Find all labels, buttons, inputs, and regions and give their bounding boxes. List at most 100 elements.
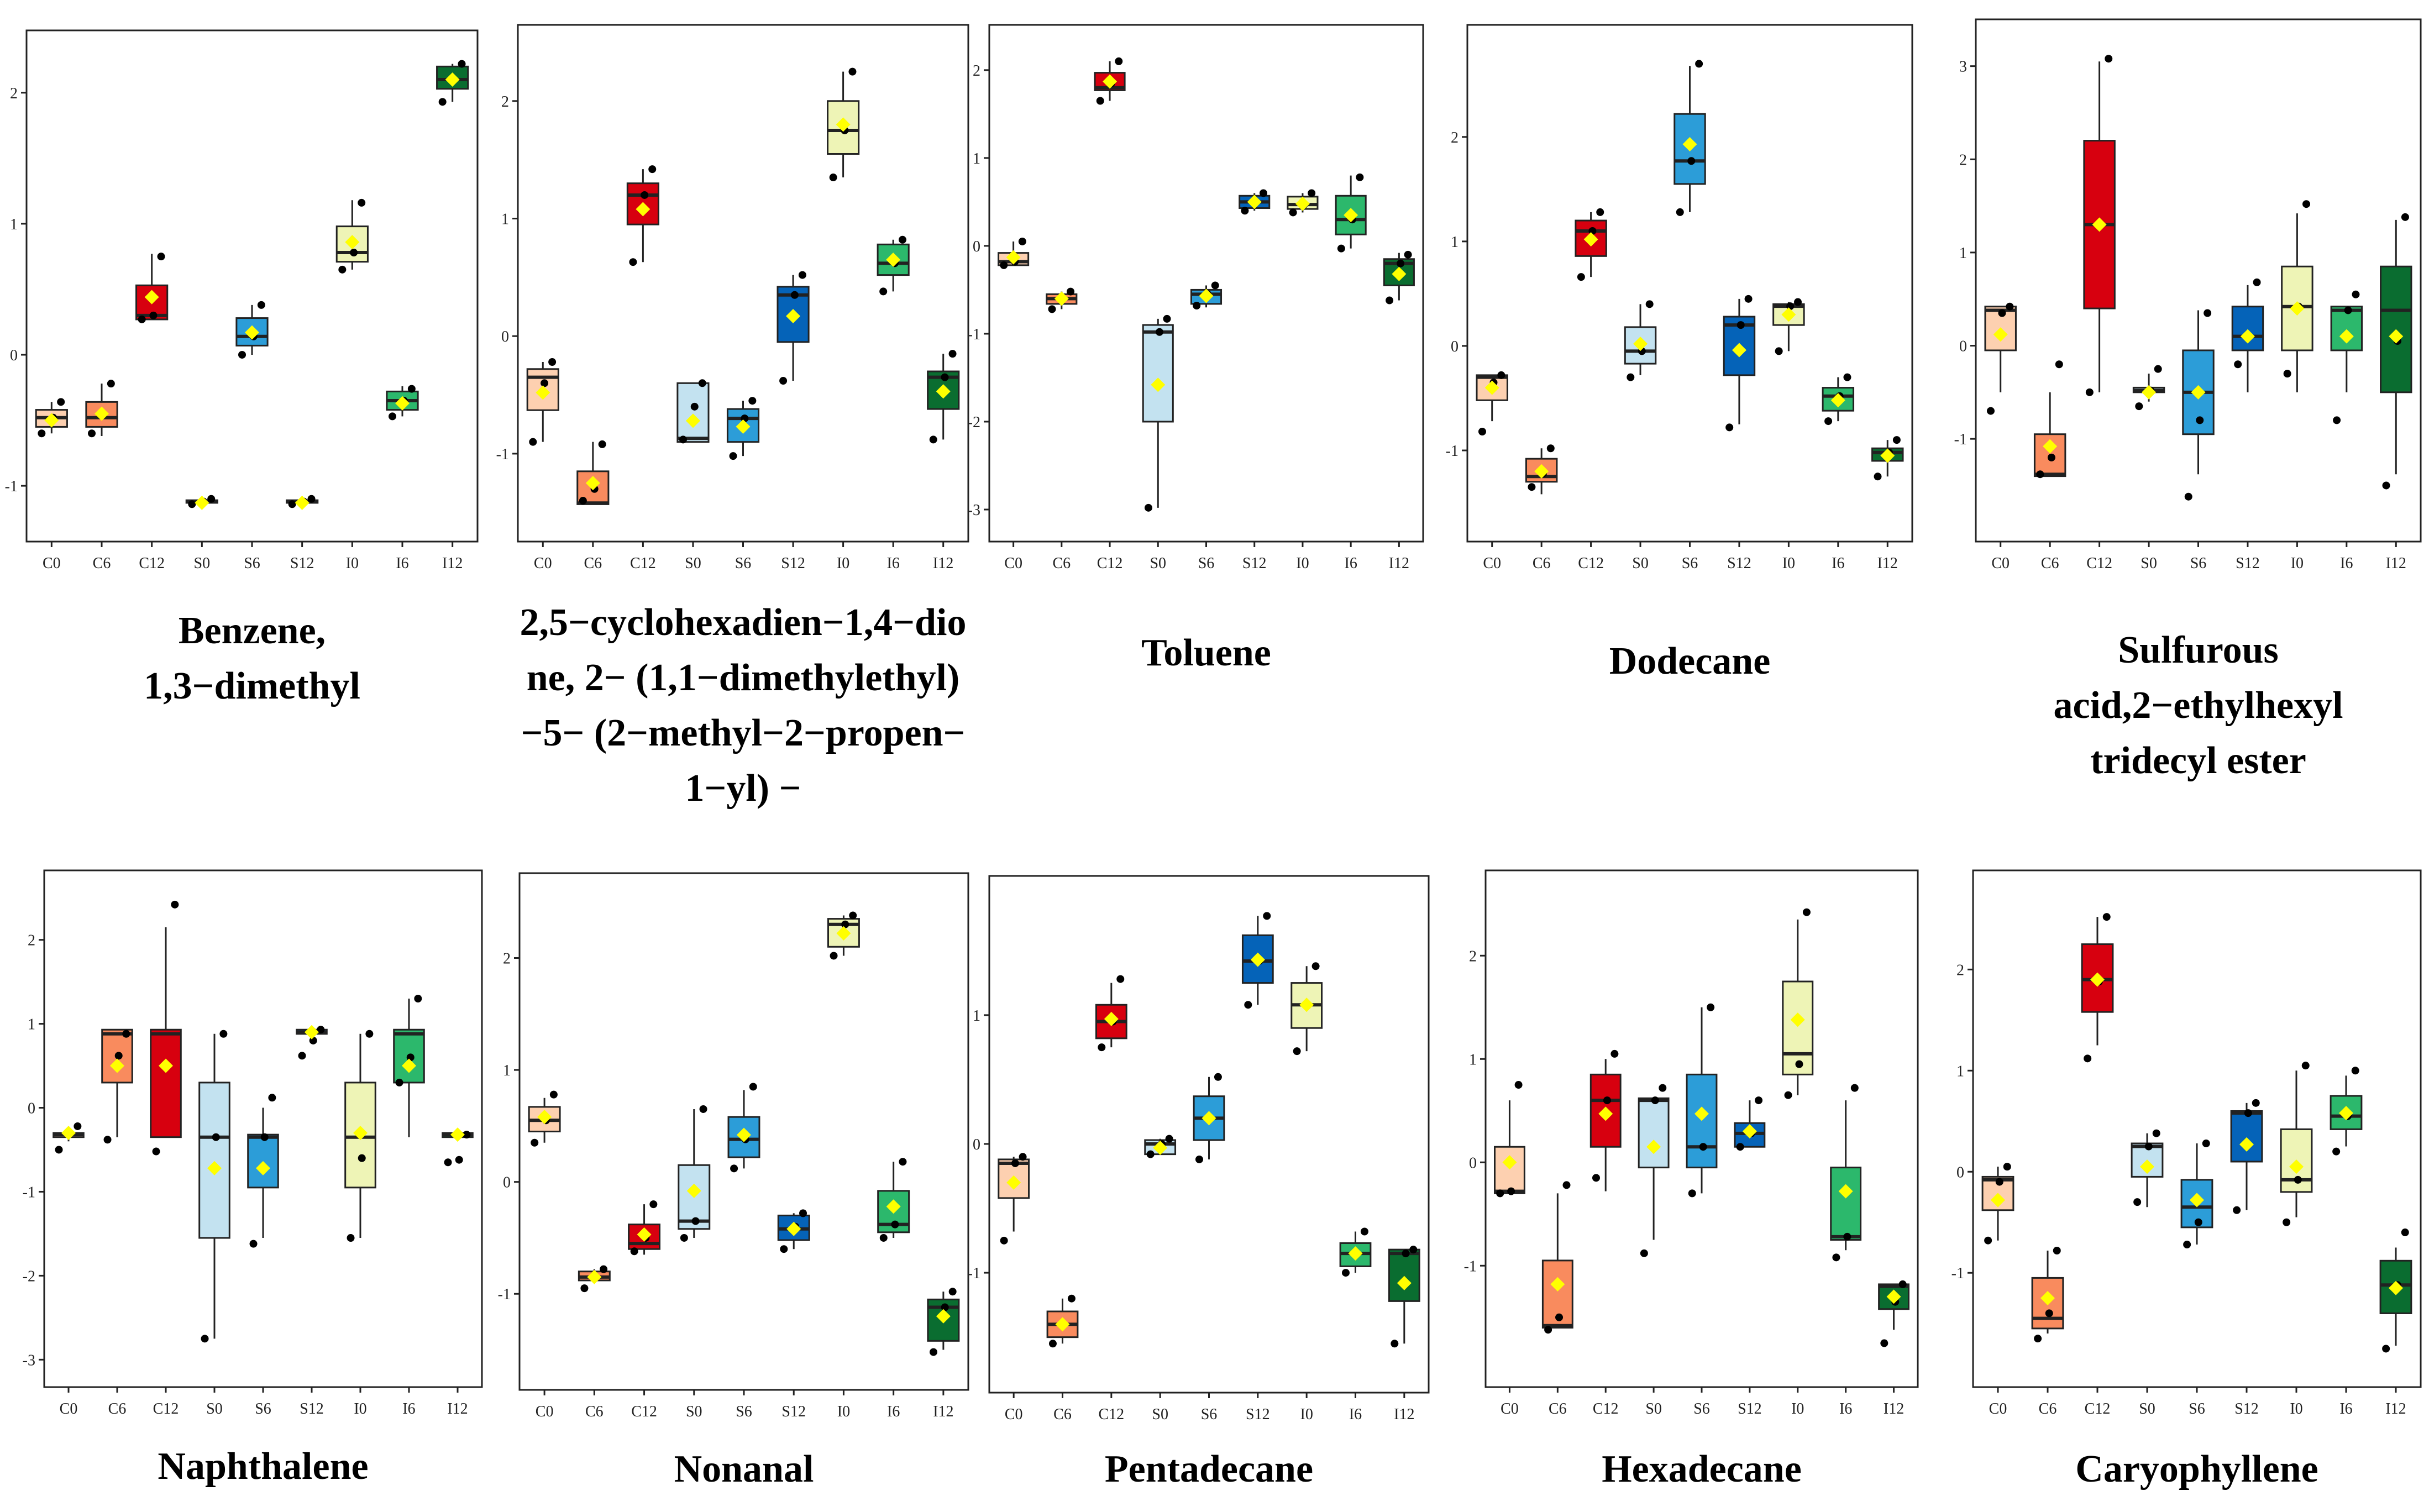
x-tick-label: S0 <box>686 1403 702 1420</box>
x-tick-label: C12 <box>153 1400 179 1418</box>
mean-marker <box>395 396 410 411</box>
data-point <box>2401 1229 2409 1237</box>
box-S6 <box>235 301 269 359</box>
data-point <box>2234 360 2242 369</box>
data-point <box>1737 321 1745 329</box>
mean-marker <box>737 1127 751 1142</box>
mean-marker <box>537 1110 552 1125</box>
box-body <box>1782 980 1814 1075</box>
data-point <box>1699 1143 1707 1151</box>
data-point <box>1404 250 1412 259</box>
data-point <box>2036 470 2044 479</box>
data-point <box>2202 1140 2210 1148</box>
box-C6 <box>578 1265 611 1293</box>
mean-marker <box>886 252 901 267</box>
mean-marker <box>736 419 751 434</box>
mean-marker <box>1993 327 2008 342</box>
data-point <box>691 1217 700 1225</box>
data-point <box>2183 1241 2191 1249</box>
mean-marker <box>585 476 600 491</box>
x-tick-label: S6 <box>736 1403 752 1420</box>
mean-marker <box>2090 972 2105 987</box>
mean-marker <box>2142 385 2157 400</box>
data-point <box>1640 1249 1648 1257</box>
box-C0 <box>998 237 1030 269</box>
data-point <box>1850 1084 1859 1092</box>
data-point <box>1116 975 1125 983</box>
mean-marker <box>1830 393 1845 408</box>
box-S0 <box>676 379 710 444</box>
mean-marker <box>1838 1184 1853 1199</box>
box-S0 <box>1142 314 1174 512</box>
box-body <box>1388 1248 1420 1302</box>
y-tick-label: 0 <box>1469 1154 1477 1172</box>
mean-marker <box>1392 266 1407 281</box>
mean-marker <box>1054 291 1069 306</box>
data-point <box>1478 427 1486 435</box>
chart-panel: -3 -2 -1 0 1 2 C0 C6 C12 S0 S6 S12 I0 I6 I12 Toluene <box>968 24 1424 674</box>
mean-marker <box>2290 301 2305 316</box>
data-point <box>1744 295 1753 303</box>
y-tick-label: 0 <box>501 328 509 345</box>
data-point <box>1603 1096 1611 1105</box>
y-tick-label: 2 <box>973 62 980 80</box>
box-I6 <box>2330 1067 2363 1156</box>
mean-marker <box>245 325 259 340</box>
box-C0 <box>1494 1081 1525 1198</box>
box-C0 <box>53 1122 85 1154</box>
data-point <box>458 60 466 68</box>
box-C6 <box>1525 444 1558 495</box>
panel-title-line: tridecyl ester <box>2090 739 2306 782</box>
box-C6 <box>85 380 118 438</box>
mean-marker <box>1344 208 1358 223</box>
x-tick-label: S0 <box>206 1400 223 1418</box>
box-C6 <box>1046 287 1078 313</box>
box-C0 <box>526 358 559 446</box>
box-S6 <box>2182 309 2215 501</box>
data-point <box>1098 1043 1106 1052</box>
x-tick-label: S12 <box>300 1400 324 1418</box>
y-tick-label: 2 <box>501 93 509 111</box>
data-point <box>358 198 366 207</box>
x-tick-label: I6 <box>2340 555 2353 572</box>
mean-marker <box>1742 1124 1757 1139</box>
y-tick-label: -1 <box>1954 431 1967 448</box>
mean-marker <box>1694 1106 1709 1121</box>
data-point <box>848 67 857 76</box>
box-S12 <box>777 271 810 385</box>
y-tick-label: -3 <box>23 1352 35 1369</box>
mean-marker <box>1534 464 1549 479</box>
panel-title-line: Caryophyllene <box>2075 1448 2318 1490</box>
data-point <box>891 1220 899 1229</box>
x-tick-label: S6 <box>2190 555 2207 572</box>
data-point <box>219 1030 228 1038</box>
x-tick-label: C12 <box>630 555 656 572</box>
mean-marker <box>295 495 309 510</box>
box-I6 <box>1335 173 1367 253</box>
data-point <box>748 397 757 405</box>
data-point <box>1263 912 1271 920</box>
panel-title-line: Dodecane <box>1609 640 1771 683</box>
box-body <box>1142 324 1174 423</box>
chart-panel: -1 0 1 2 C0 C6 C12 S0 S6 S12 I0 I6 I12 Caryophyllene <box>1951 869 2422 1490</box>
data-point <box>2252 1099 2260 1107</box>
mean-marker <box>207 1161 222 1175</box>
x-tick-label: I0 <box>2291 555 2304 572</box>
box-S0 <box>2131 1129 2164 1208</box>
mean-marker <box>1250 952 1265 967</box>
box-S6 <box>247 1094 279 1248</box>
mean-marker <box>305 1025 319 1040</box>
data-point <box>1984 1236 1992 1245</box>
mean-marker <box>159 1058 173 1073</box>
chart-panel: -1 0 1 2 C0 C6 C12 S0 S6 S12 I0 I6 I12 2,5−cyclohexad… <box>496 24 969 810</box>
x-tick-label: C0 <box>1501 1400 1519 1418</box>
x-tick-label: C12 <box>1097 555 1123 572</box>
data-point <box>2344 306 2352 314</box>
data-point <box>2133 1198 2142 1206</box>
data-point <box>1645 300 1654 308</box>
box-C0 <box>1984 302 2017 415</box>
x-tick-label: S6 <box>244 555 260 572</box>
mean-marker <box>1646 1140 1661 1154</box>
box-body <box>2230 1110 2263 1163</box>
mean-marker <box>1484 380 1499 395</box>
